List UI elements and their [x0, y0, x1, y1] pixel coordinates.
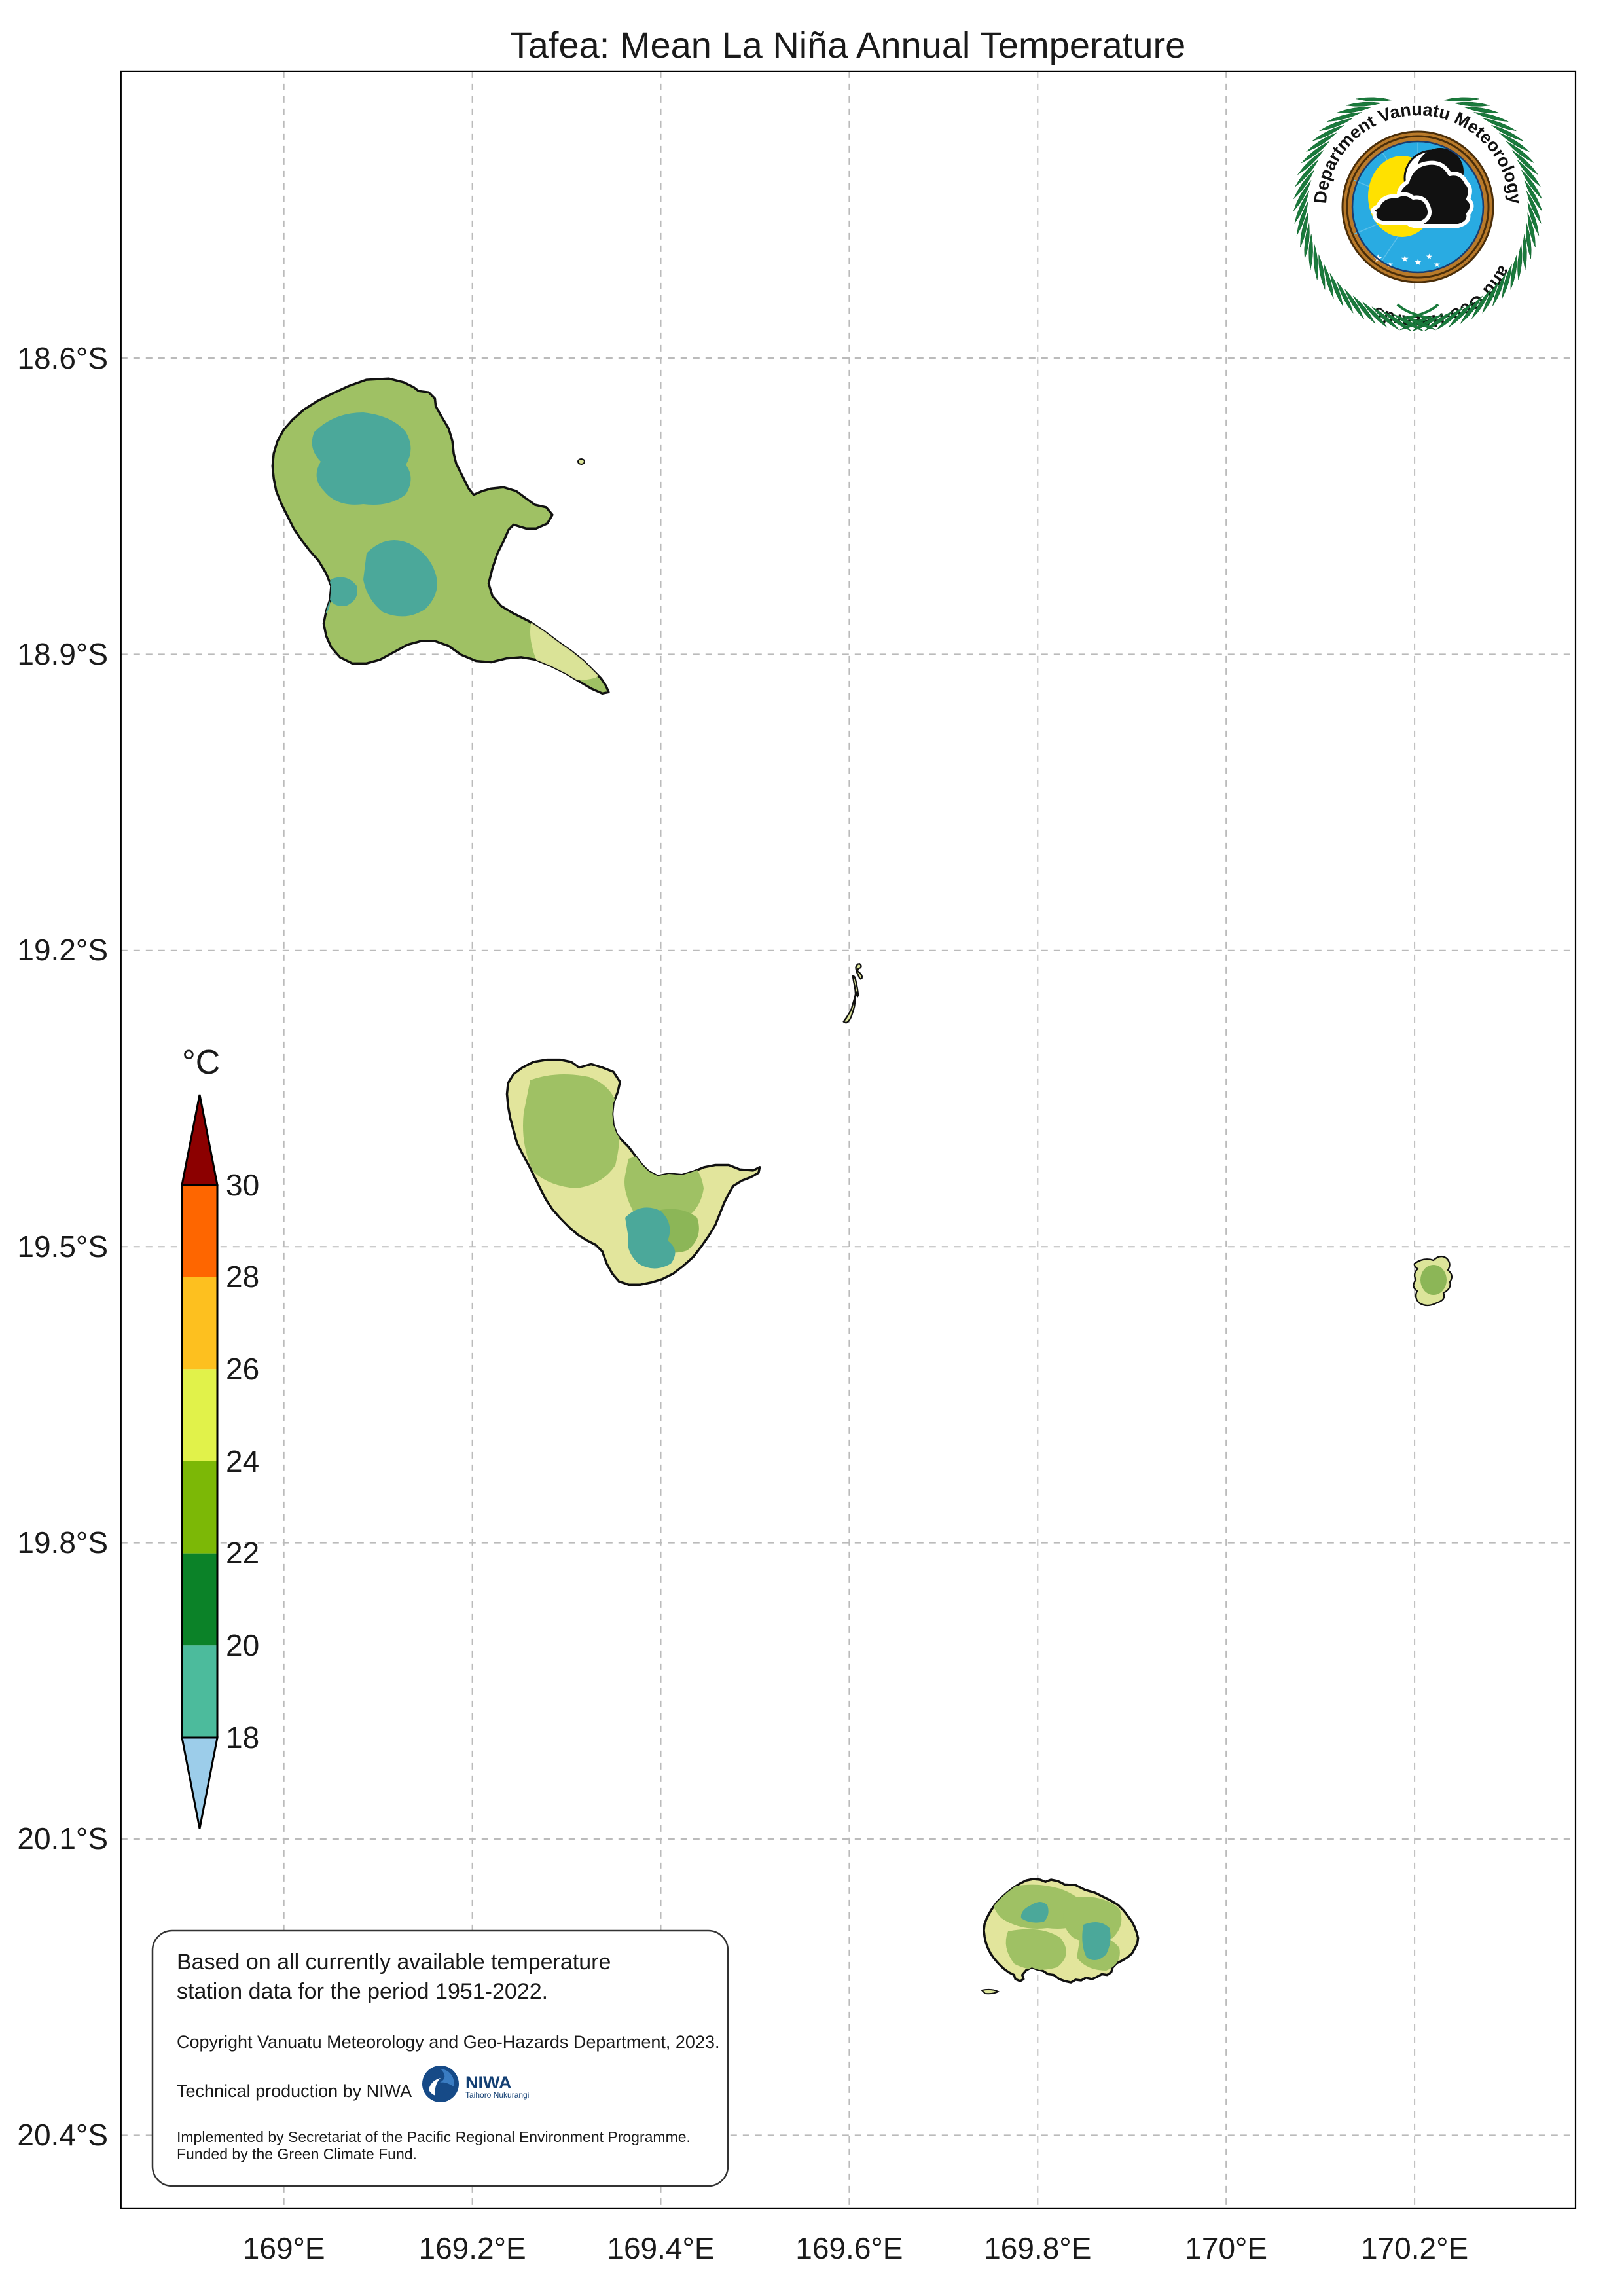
svg-text:NIWA: NIWA [465, 2073, 512, 2092]
svg-text:22: 22 [226, 1536, 259, 1570]
svg-text:Taihoro Nukurangi: Taihoro Nukurangi [465, 2090, 529, 2100]
svg-text:20.1°S: 20.1°S [17, 1821, 108, 1855]
svg-text:28: 28 [226, 1260, 259, 1294]
svg-text:19.8°S: 19.8°S [17, 1525, 108, 1559]
svg-text:169.8°E: 169.8°E [984, 2231, 1091, 2265]
svg-text:170°E: 170°E [1185, 2231, 1267, 2265]
svg-text:26: 26 [226, 1352, 259, 1386]
svg-text:Tafea: Mean La Niña Annual Tem: Tafea: Mean La Niña Annual Temperature [510, 24, 1186, 65]
svg-text:station data for the period 19: station data for the period 1951-2022. [177, 1979, 548, 2004]
svg-text:169.4°E: 169.4°E [607, 2231, 714, 2265]
svg-text:19.5°S: 19.5°S [17, 1230, 108, 1264]
svg-text:169°E: 169°E [243, 2231, 325, 2265]
svg-text:30: 30 [226, 1168, 259, 1202]
svg-text:★: ★ [1414, 257, 1422, 267]
svg-text:20: 20 [226, 1628, 259, 1662]
svg-text:20.4°S: 20.4°S [17, 2118, 108, 2152]
svg-text:Funded by the Green Climate Fu: Funded by the Green Climate Fund. [177, 2145, 417, 2162]
svg-text:Implemented by Secretariat of: Implemented by Secretariat of the Pacifi… [177, 2128, 691, 2145]
svg-text:24: 24 [226, 1444, 259, 1478]
svg-text:18.6°S: 18.6°S [17, 341, 108, 375]
svg-text:169.6°E: 169.6°E [795, 2231, 903, 2265]
svg-text:★: ★ [1426, 252, 1433, 261]
svg-text:18.9°S: 18.9°S [17, 637, 108, 671]
svg-text:°C: °C [182, 1044, 220, 1082]
svg-text:169.2°E: 169.2°E [418, 2231, 526, 2265]
svg-text:Copyright Vanuatu Meteorology: Copyright Vanuatu Meteorology and Geo-Ha… [177, 2032, 719, 2052]
svg-text:★: ★ [1434, 260, 1441, 269]
svg-text:170.2°E: 170.2°E [1361, 2231, 1468, 2265]
svg-text:Technical production by NIWA: Technical production by NIWA [177, 2081, 412, 2101]
svg-text:19.2°S: 19.2°S [17, 933, 108, 967]
svg-text:Based on all currently availab: Based on all currently available tempera… [177, 1950, 611, 1975]
svg-text:★: ★ [1401, 253, 1409, 264]
svg-text:18: 18 [226, 1721, 259, 1755]
